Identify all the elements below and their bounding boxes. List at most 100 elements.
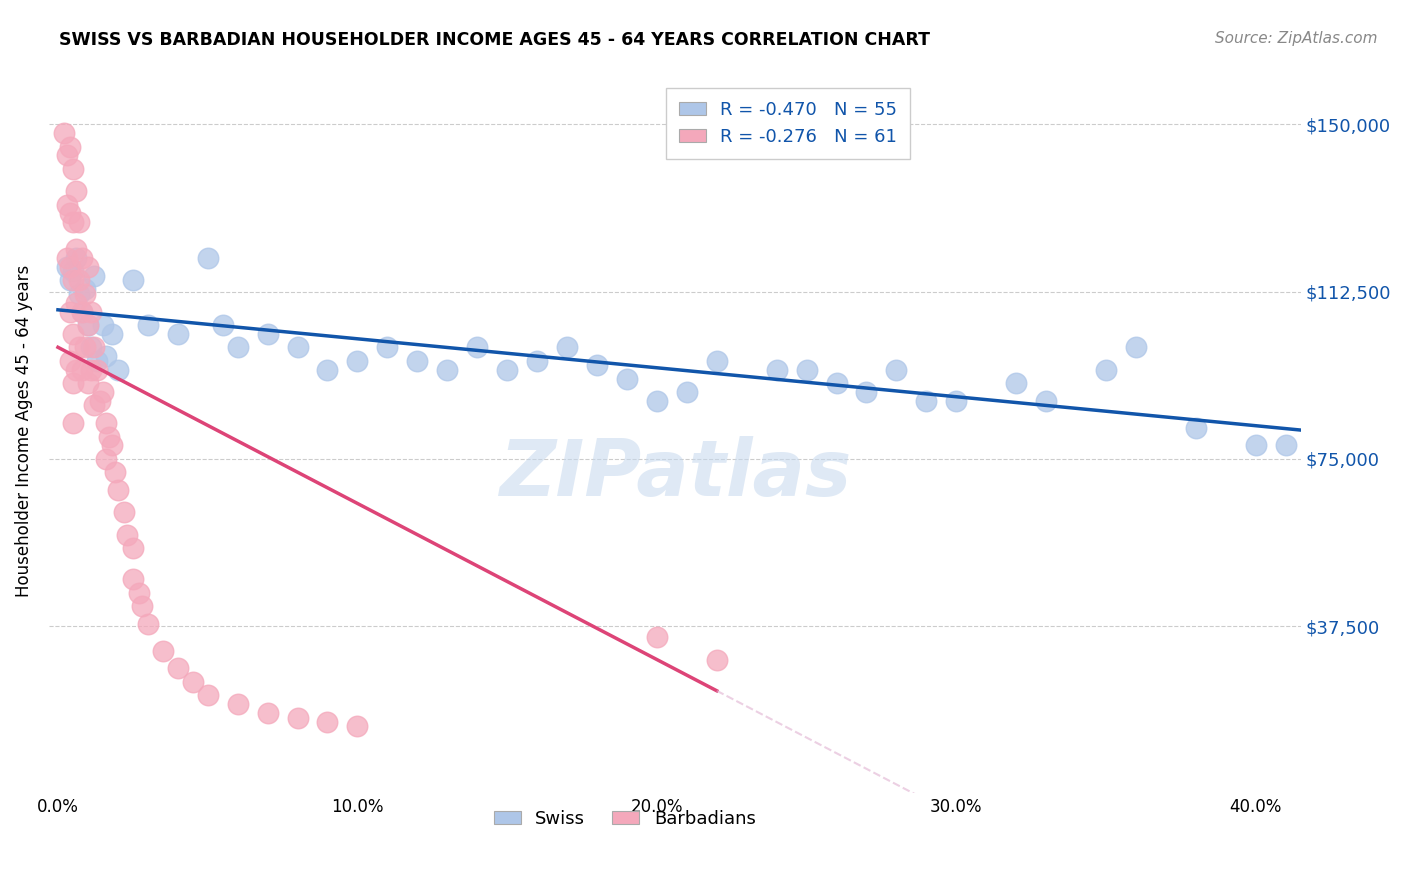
Point (83, 398, 105, 412)
Point (59, 260, 82, 274)
Point (83, 268, 105, 283)
Point (62, 376, 84, 390)
Point (226, 697, 249, 711)
Point (316, 714, 339, 729)
Point (67, 215, 90, 229)
Point (197, 688, 219, 702)
Point (675, 384, 697, 399)
Point (59, 206, 82, 220)
Point (1364, 438, 1386, 452)
Point (80, 362, 103, 376)
Point (91, 318, 114, 332)
Point (101, 326, 124, 341)
Point (915, 393, 938, 408)
Point (89, 393, 111, 408)
Point (136, 318, 159, 332)
Point (616, 371, 638, 385)
Point (73, 340, 96, 354)
Point (706, 652, 728, 666)
Point (1005, 376, 1028, 390)
Point (166, 661, 188, 675)
Point (586, 358, 609, 372)
Point (59, 139, 82, 153)
Point (77, 318, 100, 332)
Point (256, 706, 278, 720)
Point (706, 353, 728, 368)
Point (59, 353, 82, 368)
Point (1395, 438, 1406, 452)
Point (94, 416, 117, 430)
Text: ZIPatlas: ZIPatlas (499, 436, 851, 512)
Point (765, 362, 787, 376)
Point (555, 340, 578, 354)
Point (316, 362, 339, 376)
Point (1125, 340, 1147, 354)
Point (67, 273, 90, 287)
Point (65, 295, 87, 310)
Point (70, 304, 93, 318)
Point (56, 197, 79, 211)
Point (886, 362, 908, 376)
Point (86, 362, 108, 376)
Point (56, 260, 79, 274)
Point (287, 340, 309, 354)
Point (406, 353, 429, 368)
Point (94, 349, 117, 363)
Point (226, 340, 249, 354)
Text: Source: ZipAtlas.com: Source: ZipAtlas.com (1215, 31, 1378, 46)
Point (62, 326, 84, 341)
Legend: Swiss, Barbadians: Swiss, Barbadians (486, 803, 763, 835)
Point (65, 251, 87, 265)
Point (465, 340, 488, 354)
Point (59, 304, 82, 318)
Point (526, 353, 548, 368)
Point (181, 674, 204, 689)
Point (115, 527, 138, 541)
Point (77, 260, 100, 274)
Point (128, 585, 150, 599)
Point (56, 148, 79, 162)
Point (97, 429, 120, 443)
Point (83, 340, 105, 354)
Point (65, 184, 87, 198)
Point (62, 215, 84, 229)
Point (65, 242, 87, 256)
Point (67, 286, 90, 301)
Text: SWISS VS BARBADIAN HOUSEHOLDER INCOME AGES 45 - 64 YEARS CORRELATION CHART: SWISS VS BARBADIAN HOUSEHOLDER INCOME AG… (59, 31, 929, 49)
Point (52, 126, 75, 140)
Point (101, 438, 124, 452)
Point (73, 282, 96, 296)
Point (73, 286, 96, 301)
Point (211, 318, 233, 332)
Point (825, 376, 848, 390)
Point (121, 273, 143, 287)
Point (166, 326, 188, 341)
Y-axis label: Householder Income Ages 45 - 64 years: Householder Income Ages 45 - 64 years (15, 265, 32, 597)
Point (1185, 420, 1208, 434)
Point (104, 465, 127, 479)
Point (70, 362, 93, 376)
Point (645, 630, 668, 644)
Point (70, 251, 93, 265)
Point (1274, 438, 1296, 452)
Point (70, 304, 93, 318)
Point (67, 340, 90, 354)
Point (80, 304, 103, 318)
Point (107, 362, 129, 376)
Point (152, 643, 174, 657)
Point (375, 340, 398, 354)
Point (121, 541, 143, 555)
Point (496, 362, 519, 376)
Point (1095, 362, 1118, 376)
Point (107, 483, 129, 497)
Point (796, 362, 818, 376)
Point (62, 161, 84, 176)
Point (65, 362, 87, 376)
Point (77, 376, 100, 390)
Point (91, 384, 114, 399)
Point (256, 326, 278, 341)
Point (94, 451, 117, 466)
Point (80, 340, 103, 354)
Point (62, 264, 84, 278)
Point (86, 353, 108, 368)
